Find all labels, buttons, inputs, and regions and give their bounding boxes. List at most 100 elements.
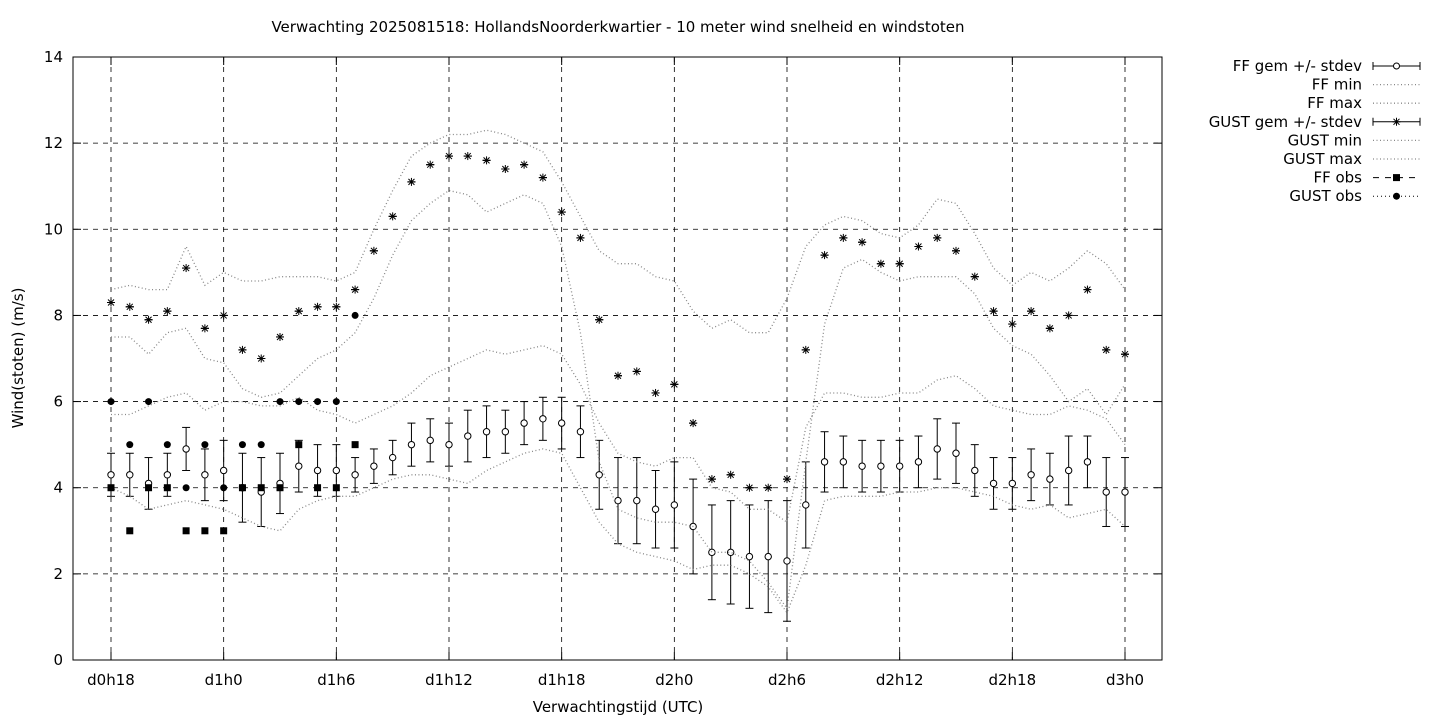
star-marker	[408, 178, 415, 186]
data-point	[1046, 475, 1054, 483]
data-point	[952, 449, 960, 457]
star-marker	[1084, 286, 1091, 293]
legend-marker	[1393, 174, 1400, 182]
data-point	[126, 441, 134, 449]
star-marker	[107, 299, 115, 306]
data-point	[295, 398, 303, 406]
data-point	[1102, 488, 1110, 496]
data-point	[1083, 458, 1092, 466]
star-marker	[764, 484, 772, 492]
star-marker	[257, 355, 265, 362]
data-point	[1027, 471, 1035, 479]
data-point	[670, 501, 679, 509]
data-point	[295, 462, 303, 470]
y-tick-label: 14	[44, 48, 63, 66]
axes: 0 2 4 6 8 10 12 14 d0h18 d1h0 d1h6 d1h12 d1h18 d2h0 d2…	[44, 48, 1162, 689]
star-marker	[802, 346, 810, 354]
data-point	[182, 527, 190, 535]
star-marker	[182, 264, 190, 272]
y-tick-label: 10	[44, 220, 63, 238]
star-marker	[314, 303, 321, 311]
star-marker	[483, 157, 490, 164]
data-point	[464, 432, 472, 440]
legend-label: FF max	[1307, 94, 1362, 112]
data-point	[332, 484, 340, 492]
data-point	[220, 484, 228, 492]
data-point	[314, 484, 322, 492]
data-point	[107, 471, 115, 479]
y-tick-label: 6	[53, 393, 63, 411]
star-marker	[595, 316, 603, 324]
data-point	[745, 552, 754, 561]
data-point	[126, 527, 134, 535]
legend-label: GUST min	[1288, 131, 1362, 149]
series-gust-gem-stdev	[107, 152, 1129, 492]
data-point	[633, 496, 641, 505]
data-point	[351, 441, 359, 449]
star-marker	[558, 208, 566, 216]
data-point	[877, 462, 885, 470]
data-point	[989, 479, 998, 488]
y-tick-label: 4	[53, 479, 63, 497]
data-point	[257, 484, 265, 492]
star-marker	[915, 243, 922, 250]
data-point	[145, 484, 153, 492]
star-marker	[126, 303, 134, 311]
x-tick-label: d1h0	[205, 671, 243, 689]
data-point	[1121, 488, 1129, 496]
data-point	[351, 311, 359, 319]
data-point	[201, 471, 209, 479]
series-ff-obs	[107, 441, 359, 535]
data-point	[370, 462, 378, 470]
data-point	[313, 466, 322, 475]
star-marker	[145, 316, 152, 324]
data-point	[726, 548, 735, 557]
data-point	[895, 462, 904, 470]
series-gust-obs	[107, 311, 359, 492]
data-point	[107, 398, 115, 406]
star-marker	[971, 273, 979, 281]
star-marker	[839, 234, 847, 242]
data-point	[219, 466, 228, 475]
star-marker	[445, 152, 453, 160]
data-point	[576, 428, 585, 436]
star-marker	[783, 475, 791, 483]
data-point	[820, 458, 829, 466]
x-tick-label: d1h18	[538, 671, 586, 689]
star-marker	[351, 286, 359, 293]
x-tick-label: d3h0	[1106, 671, 1144, 689]
star-marker	[370, 247, 378, 255]
data-point	[445, 440, 453, 449]
data-point	[520, 419, 528, 427]
legend-label: GUST max	[1283, 150, 1362, 168]
legend-label: FF obs	[1313, 169, 1362, 187]
series-ff-gem-stdev	[107, 396, 1129, 622]
star-marker	[1393, 118, 1400, 126]
star-marker	[652, 389, 659, 397]
series-ff-max	[111, 344, 1126, 524]
star-marker	[896, 260, 904, 268]
star-marker	[464, 152, 472, 160]
data-point	[764, 552, 772, 561]
series-ff-min	[110, 448, 1126, 614]
legend-marker	[1393, 62, 1400, 70]
data-point	[595, 471, 603, 479]
x-tick-label: d1h6	[317, 671, 355, 689]
x-tick-label: d2h18	[988, 671, 1036, 689]
data-point	[539, 415, 547, 423]
series-gust-min	[111, 189, 1126, 611]
star-marker	[163, 307, 171, 315]
star-marker	[520, 161, 528, 169]
data-point	[388, 453, 397, 462]
star-marker	[746, 484, 753, 492]
star-marker	[1121, 350, 1129, 358]
data-point	[1008, 479, 1017, 488]
data-point	[858, 462, 866, 470]
y-tick-label: 0	[53, 651, 63, 669]
data-point	[238, 441, 246, 449]
data-point	[276, 398, 284, 406]
data-point	[107, 484, 115, 492]
data-point	[238, 484, 246, 492]
